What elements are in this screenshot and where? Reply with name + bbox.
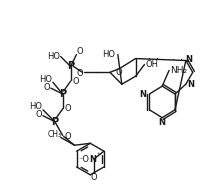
Text: O: O [72, 77, 79, 86]
Text: N: N [187, 80, 194, 89]
Text: NH₂: NH₂ [170, 66, 187, 75]
Text: N: N [90, 155, 97, 163]
Text: O: O [36, 110, 42, 119]
Text: P: P [59, 89, 66, 99]
Text: O: O [64, 104, 71, 113]
Text: N: N [139, 90, 146, 99]
Text: O: O [116, 68, 122, 77]
Text: O: O [44, 83, 50, 92]
Text: HO: HO [30, 102, 43, 111]
Text: O: O [64, 132, 71, 141]
Text: P: P [51, 117, 58, 127]
Text: O: O [76, 47, 83, 56]
Text: P: P [67, 62, 74, 71]
Text: N: N [159, 118, 166, 127]
Text: HO: HO [47, 52, 60, 61]
Text: HO: HO [39, 75, 52, 84]
Text: CH₃: CH₃ [48, 130, 62, 139]
Text: N: N [185, 55, 192, 64]
Text: ⁺: ⁺ [96, 153, 100, 159]
Text: O: O [91, 173, 97, 182]
Text: OH: OH [146, 60, 159, 69]
Text: HO: HO [102, 50, 116, 59]
Text: ⁻O: ⁻O [79, 155, 90, 163]
Text: O: O [76, 69, 83, 78]
